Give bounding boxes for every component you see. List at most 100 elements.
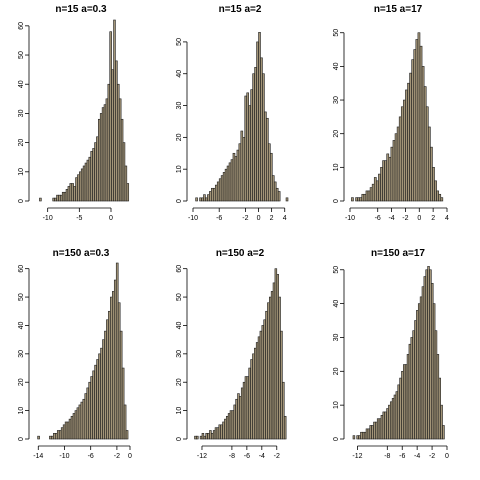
histogram-bar	[123, 404, 127, 440]
histogram-bar	[415, 39, 419, 202]
histogram-bar	[442, 425, 445, 440]
y-tick-label: 50	[18, 51, 25, 59]
x-tick-label: -8	[229, 453, 235, 460]
panel-title: n=15 a=2	[219, 4, 262, 15]
y-tick-label: 0	[18, 199, 25, 203]
histogram-bar	[413, 49, 417, 202]
histogram-bar	[277, 191, 281, 202]
histogram-bar	[39, 197, 42, 202]
y-tick-label: 40	[176, 321, 183, 329]
histogram-bar	[386, 153, 390, 202]
y-tick-label: 30	[333, 333, 340, 341]
panel-title: n=150 a=2	[216, 248, 265, 259]
x-tick-label: 4	[445, 215, 449, 222]
x-tick-label: -2	[274, 453, 280, 460]
x-tick-label: -2	[429, 453, 435, 460]
x-tick-label: -6	[216, 215, 222, 222]
x-tick-label: -14	[33, 453, 43, 460]
x-tick-label: -4	[259, 453, 265, 460]
y-tick-label: 20	[176, 133, 183, 141]
histogram-bar	[417, 32, 421, 202]
x-tick-label: -4	[414, 453, 420, 460]
y-tick-label: 60	[18, 265, 25, 273]
histogram-bar	[283, 415, 287, 440]
x-tick-label: -12	[197, 453, 207, 460]
histogram-bar	[400, 106, 404, 202]
x-tick-label: 0	[128, 453, 132, 460]
histogram-bar	[394, 133, 398, 202]
histogram-bar	[390, 146, 394, 202]
histogram-bar	[196, 435, 199, 440]
histogram-bar	[382, 160, 385, 202]
x-tick-label: 2	[431, 215, 435, 222]
histogram-bar	[407, 82, 410, 202]
y-tick-label: 10	[176, 407, 183, 415]
histogram-bar	[37, 435, 40, 440]
y-tick-label: 40	[333, 300, 340, 308]
histogram-bar	[359, 197, 363, 202]
y-tick-label: 0	[176, 437, 183, 441]
y-tick-label: 40	[176, 70, 183, 78]
y-tick-label: 20	[18, 139, 25, 147]
x-tick-label: 2	[270, 215, 274, 222]
y-tick-label: 40	[333, 62, 340, 70]
y-tick-label: 50	[176, 293, 183, 301]
y-tick-label: 20	[333, 130, 340, 138]
y-tick-label: 50	[333, 266, 340, 274]
histogram-bar	[398, 116, 402, 202]
histogram-bar	[434, 180, 437, 202]
y-tick-label: 60	[18, 22, 25, 30]
y-tick-label: 30	[18, 109, 25, 117]
histogram-bar	[376, 180, 379, 202]
histogram-bar	[430, 146, 433, 202]
panel-title: n=150 a=17	[371, 248, 425, 259]
histogram-bar	[195, 197, 198, 202]
histogram-panel-1: n=15 a=0.3 -10 -5 0 0 10 20 30 40 50 60	[18, 4, 130, 222]
histogram-bar	[351, 197, 354, 202]
y-tick-label: 0	[176, 199, 183, 203]
histogram-bar	[361, 193, 365, 202]
histogram-bar	[421, 66, 425, 202]
histogram-bar	[425, 106, 429, 202]
histogram-bar	[409, 72, 412, 202]
histogram-bar	[355, 197, 358, 202]
histogram-bar	[423, 86, 427, 202]
histogram-bar	[438, 193, 442, 202]
x-tick-label: -10	[59, 453, 69, 460]
x-tick-label: 4	[283, 215, 287, 222]
y-tick-label: 40	[18, 321, 25, 329]
x-tick-label: -6	[88, 453, 94, 460]
y-tick-label: 10	[333, 163, 340, 171]
y-tick-label: 0	[333, 199, 340, 203]
y-tick-label: 30	[18, 350, 25, 358]
histogram-bar	[357, 197, 360, 202]
y-tick-label: 0	[18, 437, 25, 441]
histogram-bar	[396, 126, 400, 202]
y-tick-label: 30	[176, 102, 183, 110]
x-tick-label: -5	[76, 215, 82, 222]
y-tick-label: 10	[333, 401, 340, 409]
histogram-bar	[126, 183, 130, 202]
y-tick-label: 10	[18, 407, 25, 415]
y-tick-label: 40	[18, 80, 25, 88]
x-tick-label: -4	[388, 215, 394, 222]
histogram-bar	[392, 140, 396, 202]
x-tick-label: 0	[445, 453, 449, 460]
histogram-bar	[436, 190, 439, 202]
histogram-bar	[352, 435, 356, 440]
histogram-bar	[373, 177, 377, 202]
histogram-bar	[432, 167, 435, 202]
x-tick-label: -10	[188, 215, 198, 222]
histogram-bar	[363, 193, 367, 202]
y-tick-label: 20	[18, 378, 25, 386]
histogram-panel-6: n=150 a=17 -12 -8 -6 -4 -2 0 0 10 20 30 40 50	[333, 248, 449, 460]
histogram-bar	[403, 99, 406, 202]
histogram-bar	[419, 45, 423, 202]
x-tick-label: -6	[399, 453, 405, 460]
y-tick-label: 0	[333, 437, 340, 441]
panel-title: n=150 a=0.3	[53, 248, 110, 259]
y-tick-label: 10	[18, 168, 25, 176]
